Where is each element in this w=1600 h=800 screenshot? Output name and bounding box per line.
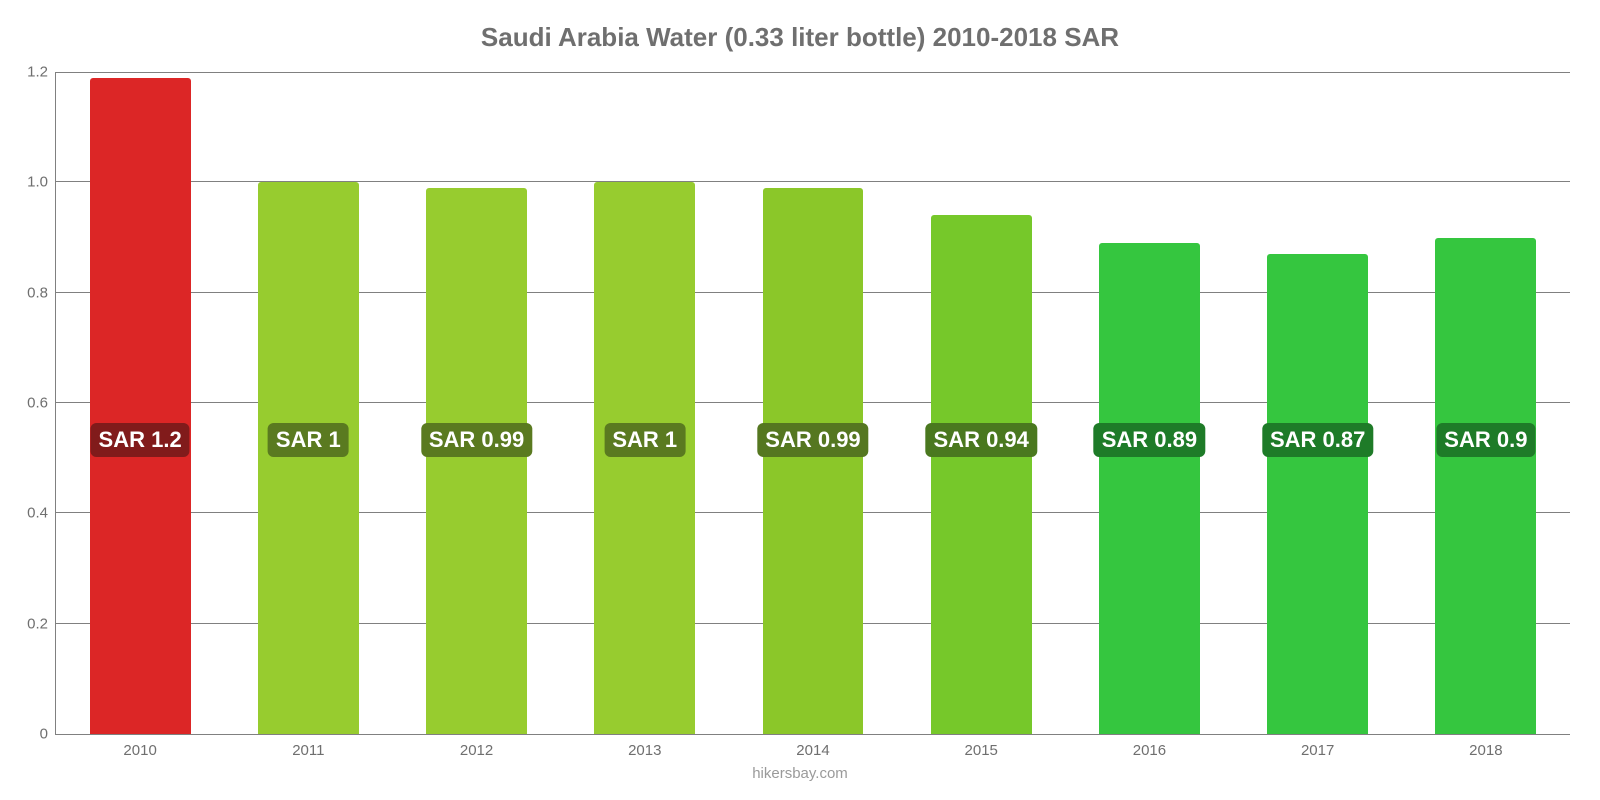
bar-column: SAR 0.89 2016 bbox=[1065, 72, 1233, 734]
bar-value-label: SAR 0.9 bbox=[1436, 423, 1535, 457]
x-tick-label: 2017 bbox=[1301, 742, 1334, 759]
bar-column: SAR 0.9 2018 bbox=[1402, 72, 1570, 734]
bar-column: SAR 0.99 2014 bbox=[729, 72, 897, 734]
bar-value-label: SAR 0.99 bbox=[421, 423, 532, 457]
y-tick-label: 0.2 bbox=[16, 615, 48, 632]
x-tick-label: 2010 bbox=[123, 742, 156, 759]
bar-column: SAR 0.87 2017 bbox=[1234, 72, 1402, 734]
y-tick-label: 0.8 bbox=[16, 284, 48, 301]
bar-2013 bbox=[594, 182, 695, 734]
bar-2017 bbox=[1267, 254, 1368, 734]
y-tick-label: 1.2 bbox=[16, 64, 48, 81]
attribution-text: hikersbay.com bbox=[0, 765, 1600, 782]
bar-value-label: SAR 1 bbox=[604, 423, 685, 457]
plot-area: 0 0.2 0.4 0.6 0.8 1.0 1.2 SAR 1.2 2010 S… bbox=[55, 72, 1570, 735]
x-tick-label: 2013 bbox=[628, 742, 661, 759]
bar-value-label: SAR 1.2 bbox=[91, 423, 190, 457]
bar-value-label: SAR 0.89 bbox=[1094, 423, 1205, 457]
x-tick-label: 2016 bbox=[1133, 742, 1166, 759]
y-tick-label: 0 bbox=[16, 726, 48, 743]
bar-value-label: SAR 1 bbox=[268, 423, 349, 457]
bar-2018 bbox=[1435, 238, 1536, 735]
bar-2014 bbox=[763, 188, 864, 734]
chart-title: Saudi Arabia Water (0.33 liter bottle) 2… bbox=[0, 0, 1600, 53]
y-tick-label: 1.0 bbox=[16, 174, 48, 191]
bars-group: SAR 1.2 2010 SAR 1 2011 SAR 0.99 2012 SA… bbox=[56, 72, 1570, 734]
bar-column: SAR 0.94 2015 bbox=[897, 72, 1065, 734]
bar-column: SAR 1 2011 bbox=[224, 72, 392, 734]
chart-container: Saudi Arabia Water (0.33 liter bottle) 2… bbox=[0, 0, 1600, 800]
bar-2011 bbox=[258, 182, 359, 734]
y-tick-label: 0.6 bbox=[16, 395, 48, 412]
x-tick-label: 2011 bbox=[292, 742, 324, 759]
x-tick-label: 2014 bbox=[796, 742, 829, 759]
bar-column: SAR 1 2013 bbox=[561, 72, 729, 734]
bar-2016 bbox=[1099, 243, 1200, 734]
x-tick-label: 2018 bbox=[1469, 742, 1502, 759]
bar-2010 bbox=[90, 78, 191, 734]
bar-2012 bbox=[426, 188, 527, 734]
bar-value-label: SAR 0.99 bbox=[757, 423, 868, 457]
y-tick-label: 0.4 bbox=[16, 505, 48, 522]
x-tick-label: 2012 bbox=[460, 742, 493, 759]
bar-value-label: SAR 0.94 bbox=[926, 423, 1037, 457]
x-tick-label: 2015 bbox=[965, 742, 998, 759]
bar-2015 bbox=[931, 215, 1032, 734]
bar-column: SAR 0.99 2012 bbox=[392, 72, 560, 734]
bar-value-label: SAR 0.87 bbox=[1262, 423, 1373, 457]
bar-column: SAR 1.2 2010 bbox=[56, 72, 224, 734]
